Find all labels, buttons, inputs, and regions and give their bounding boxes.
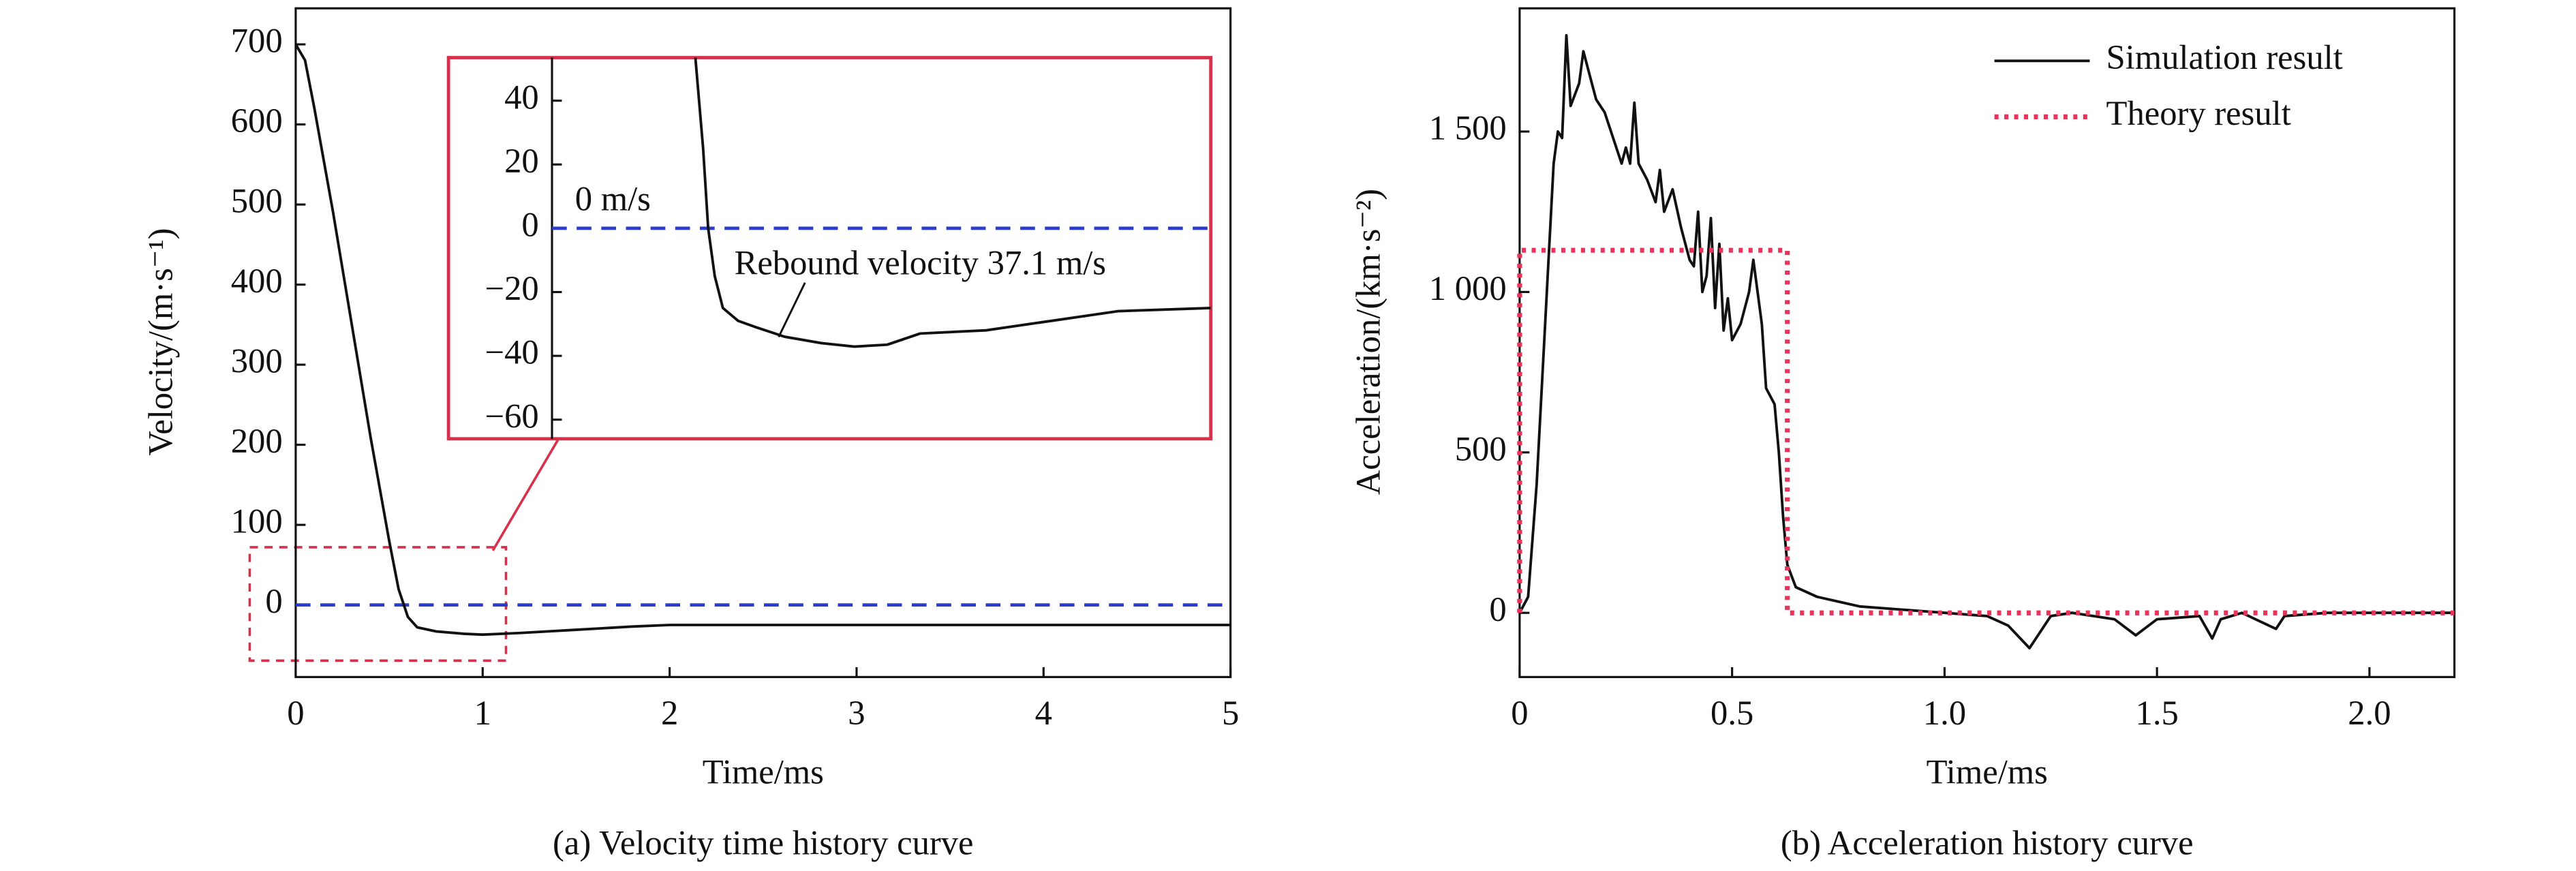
plot-area bbox=[1517, 33, 2455, 650]
zoom-connector bbox=[491, 438, 560, 551]
y-tick-label: −60 bbox=[485, 397, 539, 435]
y-tick-label: 400 bbox=[231, 262, 283, 300]
x-tick-label: 2.0 bbox=[2348, 694, 2391, 732]
x-tick-label: 0.5 bbox=[1711, 694, 1753, 732]
annotation-leader bbox=[778, 282, 806, 337]
x-tick-label: 1.0 bbox=[1923, 694, 1966, 732]
x-tick-label: 1.5 bbox=[2136, 694, 2179, 732]
y-tick-label: 600 bbox=[231, 102, 283, 140]
y-tick-label: −40 bbox=[485, 333, 539, 371]
data-line bbox=[1518, 33, 2455, 650]
y-tick-label: 100 bbox=[231, 502, 283, 540]
y-tick-label: 0 bbox=[265, 582, 282, 620]
data-line bbox=[1517, 247, 2455, 615]
x-tick-label: 3 bbox=[848, 694, 865, 732]
caption: (b) Acceleration history curve bbox=[1781, 823, 2194, 861]
plot-frame bbox=[294, 7, 1232, 678]
y-tick-label: 200 bbox=[231, 422, 283, 460]
x-tick-label: 2 bbox=[661, 694, 678, 732]
legend-label: Simulation result bbox=[2106, 38, 2343, 76]
x-tick-label: 0 bbox=[287, 694, 304, 732]
y-tick-label: 300 bbox=[231, 342, 283, 380]
y-axis-label: Acceleration/(km·s⁻²) bbox=[1349, 189, 1387, 495]
y-tick-label: 0 bbox=[1489, 590, 1506, 628]
annotation: 0 m/s bbox=[575, 179, 651, 217]
y-tick-label: 20 bbox=[504, 142, 539, 180]
data-line bbox=[294, 44, 1231, 637]
y-tick-label: −20 bbox=[485, 269, 539, 307]
y-tick-label: 500 bbox=[1455, 429, 1507, 468]
y-axis-label: Velocity/(m·s⁻¹) bbox=[142, 228, 180, 455]
plot-area bbox=[294, 44, 1231, 637]
y-tick-label: 1 000 bbox=[1429, 269, 1507, 307]
y-tick-label: 40 bbox=[504, 78, 539, 116]
y-tick-label: 1 500 bbox=[1429, 109, 1507, 147]
legend-label: Theory result bbox=[2106, 94, 2291, 132]
x-axis-label: Time/ms bbox=[703, 753, 824, 791]
y-tick-label: 500 bbox=[231, 182, 283, 220]
annotation: Rebound velocity 37.1 m/s bbox=[735, 243, 1106, 281]
y-tick-label: 0 bbox=[521, 206, 538, 244]
x-axis-label: Time/ms bbox=[1927, 753, 2048, 791]
y-tick-label: 700 bbox=[231, 22, 283, 60]
inset-frame bbox=[446, 56, 1213, 441]
x-tick-label: 1 bbox=[474, 694, 491, 732]
x-tick-label: 0 bbox=[1511, 694, 1528, 732]
plot-area bbox=[552, 57, 1211, 348]
caption: (a) Velocity time history curve bbox=[553, 823, 973, 861]
x-tick-label: 5 bbox=[1222, 694, 1239, 732]
x-tick-label: 4 bbox=[1035, 694, 1052, 732]
plot-frame bbox=[1518, 7, 2456, 678]
data-line bbox=[694, 57, 1211, 348]
